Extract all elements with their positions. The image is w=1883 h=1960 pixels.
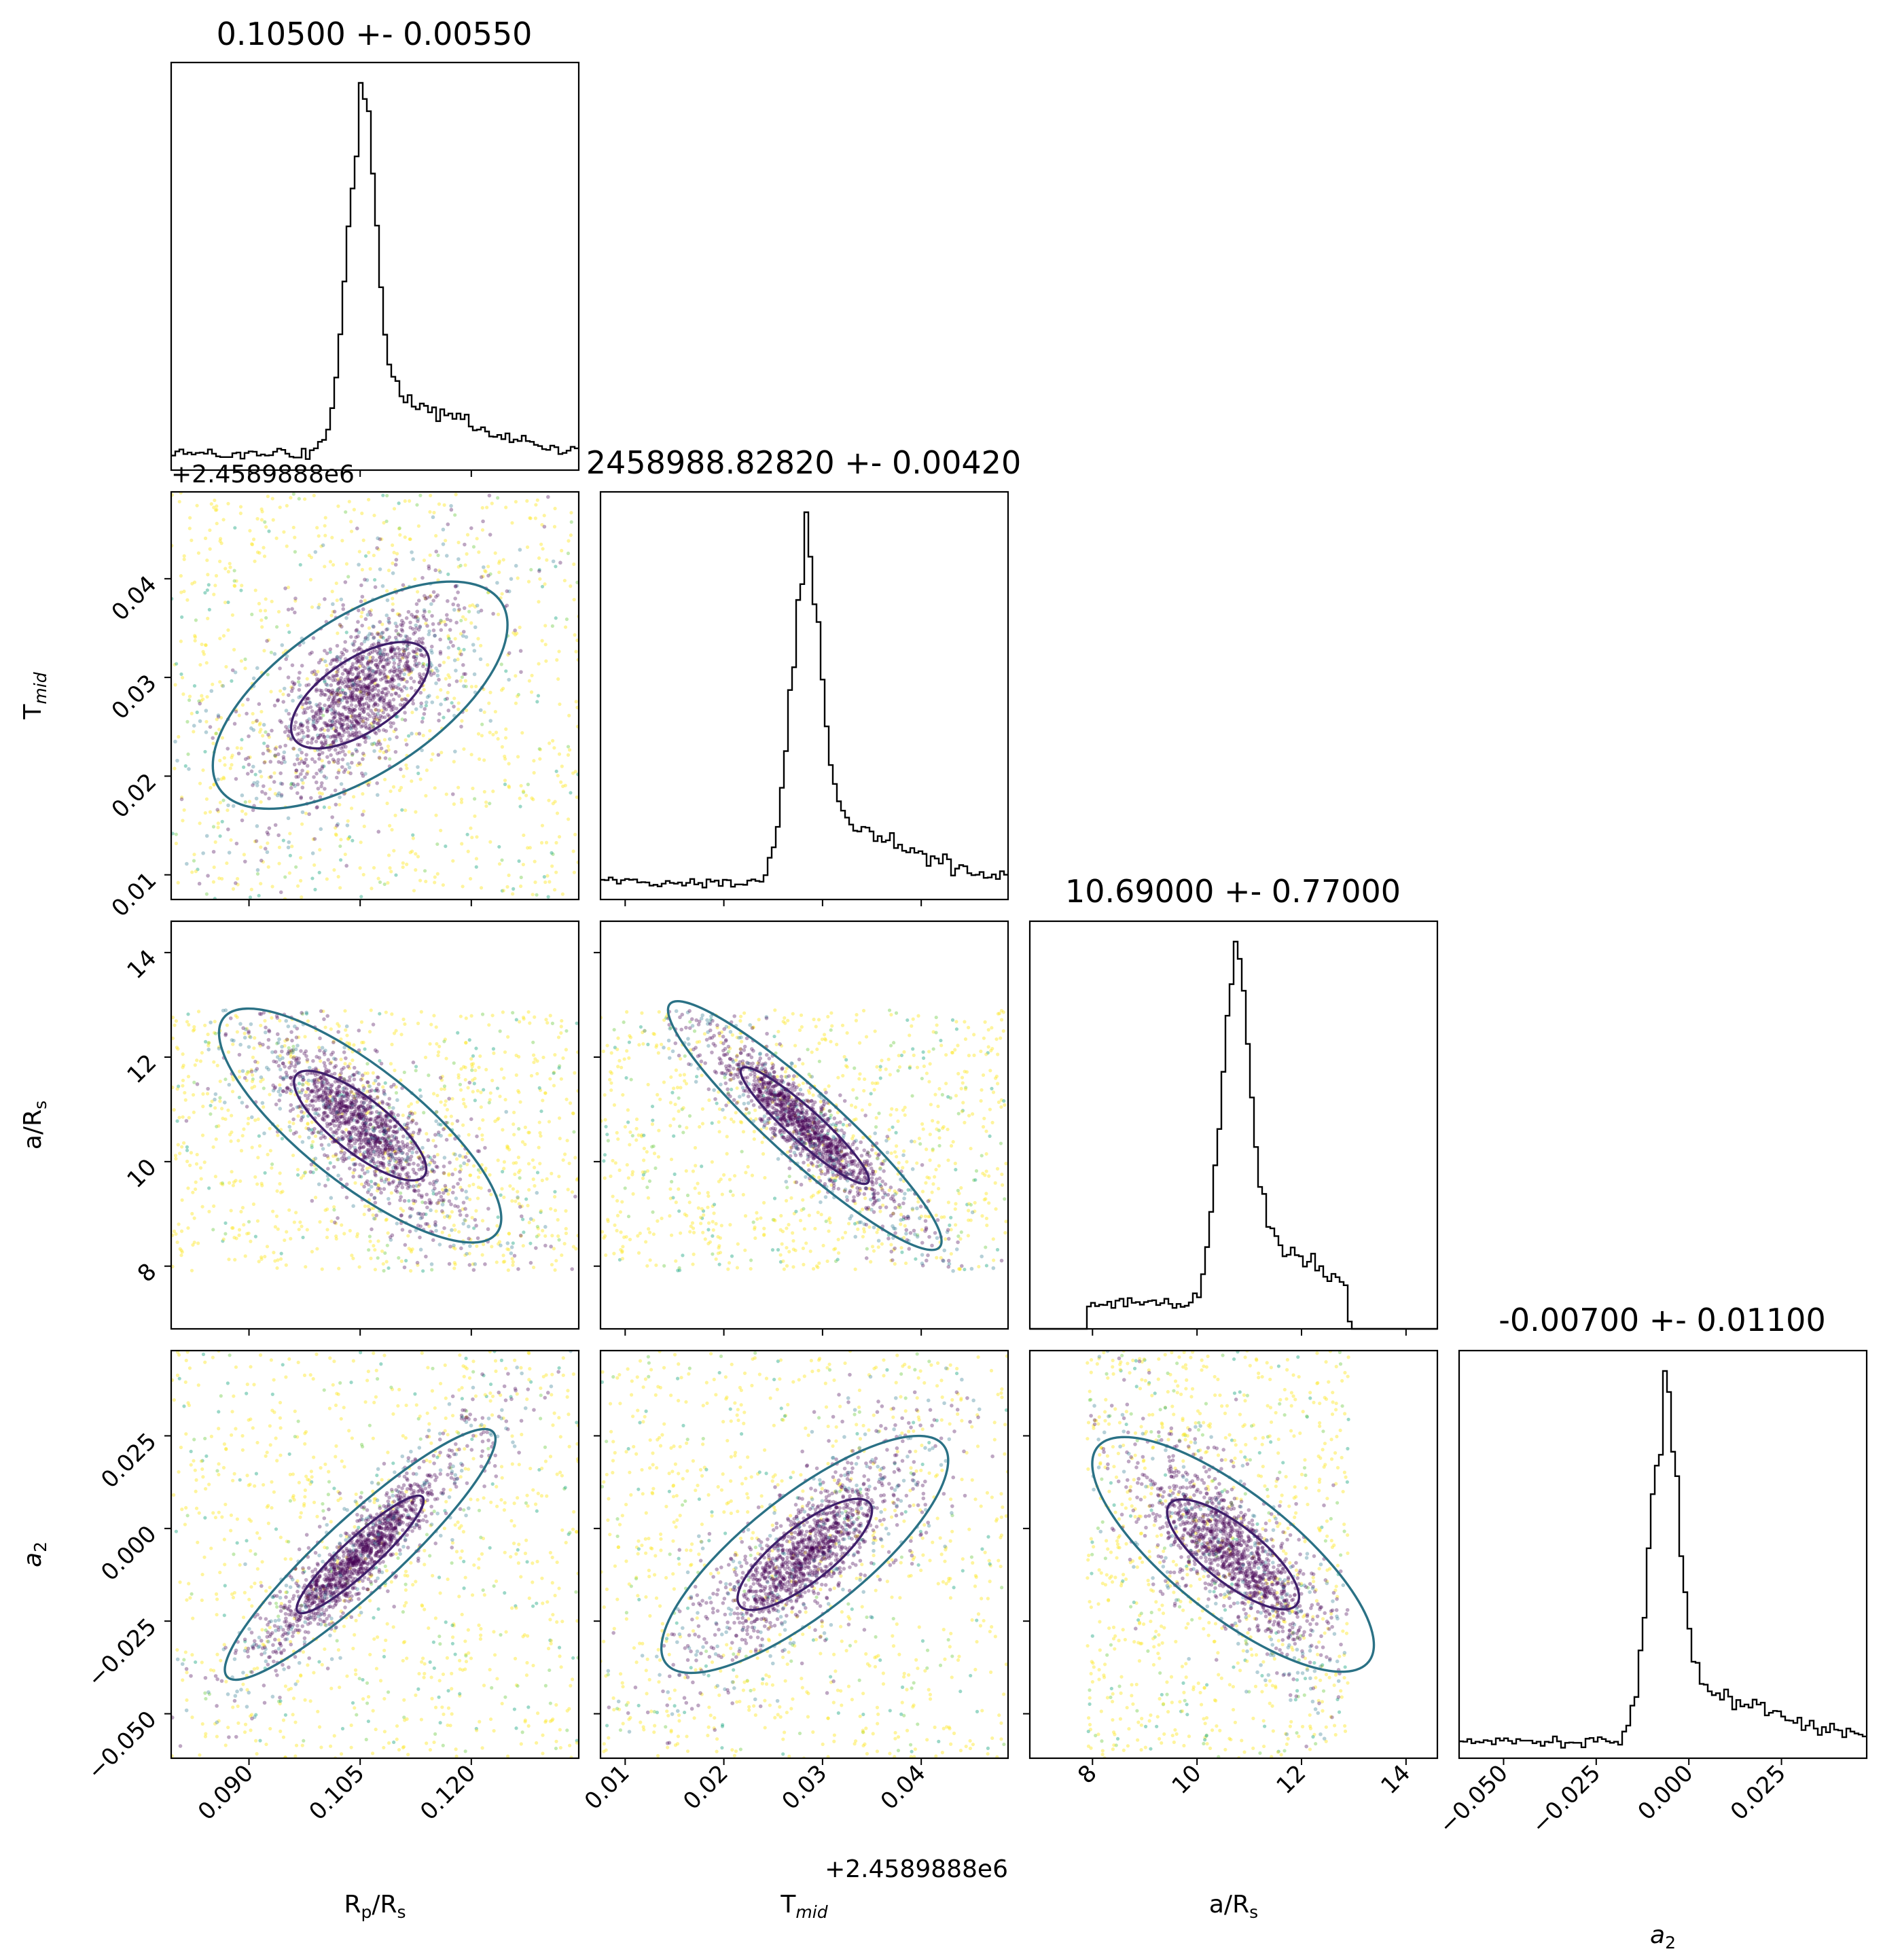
x-tick-label-a2: −0.025 [1526, 1760, 1606, 1839]
title-rprs: 0.10500 +- 0.00550 [217, 16, 533, 52]
title-ars: 10.69000 +- 0.77000 [1065, 873, 1401, 910]
panel-frame-a2-a2 [1458, 1349, 1868, 1760]
scatter-points [600, 1351, 1008, 1758]
y-tick-label-ars: 10 [122, 1154, 162, 1194]
contour-inner [1166, 1498, 1301, 1611]
panel-bg [171, 921, 579, 1329]
y-tick-label-a2: −0.050 [82, 1706, 162, 1785]
panel-bg [171, 492, 579, 899]
x-axis-label-a2: a2 [1650, 1921, 1676, 1953]
panel-bg [171, 1351, 579, 1758]
x-tick-label-a2: 0.000 [1632, 1760, 1698, 1825]
panel-frame-ars-ars [1028, 920, 1439, 1330]
corner-panels [164, 61, 1868, 1765]
x-axis-label-rprs: Rp/Rs [344, 1891, 406, 1922]
scatter-panel-ars-vs-tmid [599, 920, 1009, 1330]
scatter-panel-a2-vs-tmid [599, 1349, 1009, 1760]
panel-bg [600, 921, 1008, 1329]
contour-inner [293, 1069, 428, 1182]
x-tick-label-ars: 10 [1167, 1760, 1207, 1800]
histogram-ars [1028, 920, 1439, 1330]
y-tick-label-tmid: 0.02 [107, 768, 162, 823]
histogram-line-tmid [600, 511, 1008, 889]
x-tick-label-a2: −0.050 [1434, 1760, 1513, 1839]
x-tick-label-tmid: 0.02 [678, 1760, 734, 1815]
x-tick-label-rprs: 0.120 [415, 1760, 481, 1825]
title-tmid: 2458988.82820 +- 0.00420 [586, 444, 1021, 481]
contour-inner [736, 1497, 874, 1611]
contour-middle [217, 1007, 503, 1244]
panel-bg [1030, 1351, 1437, 1758]
offset-text-y-row1: +2.4589888e6 [171, 461, 355, 488]
y-tick-label-ars: 8 [132, 1258, 162, 1288]
contour-middle [660, 1434, 950, 1675]
panel-frame-a2-rprs [170, 1349, 580, 1760]
x-tick-label-ars: 14 [1376, 1760, 1416, 1800]
x-tick-label-ars: 12 [1271, 1760, 1311, 1800]
contour-middle [211, 580, 509, 810]
x-tick-label-tmid: 0.03 [776, 1760, 832, 1815]
histogram-tmid [599, 491, 1009, 901]
panel-frame-a2-ars [1028, 1349, 1439, 1760]
contour-inner [739, 1066, 870, 1186]
panel-frame-tmid-tmid [599, 491, 1009, 901]
panel-frame-ars-tmid [599, 920, 1009, 1330]
histogram-rprs [170, 61, 580, 471]
contour-inner [295, 1494, 425, 1615]
panel-frame-a2-tmid [599, 1349, 1009, 1760]
y-axis-label-ars: a/Rs [19, 1101, 50, 1150]
histogram-a2 [1458, 1349, 1868, 1760]
y-axis-label-tmid: Tmid [19, 672, 50, 719]
scatter-points [171, 492, 579, 899]
contour-middle [666, 999, 943, 1251]
scatter-points [600, 1008, 1008, 1273]
scatter-points [171, 1008, 579, 1273]
contour-middle [1091, 1436, 1376, 1673]
y-tick-label-tmid: 0.03 [107, 669, 162, 725]
scatter-panel-ars-vs-rprs [170, 920, 580, 1330]
x-tick-label-tmid: 0.01 [579, 1760, 635, 1815]
histogram-line-a2 [1459, 1370, 1867, 1749]
y-tick-label-tmid: 0.01 [107, 867, 162, 923]
y-tick-label-tmid: 0.04 [107, 571, 162, 626]
x-axis-label-ars: a/Rs [1209, 1891, 1258, 1922]
scatter-panel-a2-vs-rprs [170, 1349, 580, 1760]
panel-bg [600, 1351, 1008, 1758]
panel-frame-ars-rprs [170, 920, 580, 1330]
x-tick-label-tmid: 0.04 [876, 1760, 931, 1815]
y-tick-label-a2: 0.000 [96, 1520, 162, 1586]
y-axis-label-a2: a2 [19, 1542, 50, 1567]
x-tick-label-ars: 8 [1073, 1760, 1102, 1789]
y-tick-label-ars: 12 [122, 1049, 162, 1089]
histogram-line-rprs [171, 82, 579, 460]
contour-middle [223, 1427, 497, 1681]
histogram-line-ars [1030, 940, 1437, 1330]
y-tick-label-a2: −0.025 [82, 1613, 162, 1692]
title-a2: -0.00700 +- 0.01100 [1499, 1302, 1825, 1338]
panel-frame-tmid-rprs [170, 491, 580, 901]
scatter-panel-a2-vs-ars [1028, 1349, 1439, 1760]
x-tick-label-rprs: 0.105 [304, 1760, 370, 1825]
x-axis-label-tmid: Tmid [780, 1891, 827, 1922]
scatter-panel-tmid-vs-rprs [170, 491, 580, 901]
y-tick-label-a2: 0.025 [96, 1428, 162, 1494]
scatter-points [171, 1351, 579, 1758]
scatter-points [1086, 1351, 1350, 1758]
x-tick-label-rprs: 0.090 [193, 1760, 259, 1825]
y-tick-label-ars: 14 [122, 944, 162, 984]
contour-inner [289, 641, 431, 750]
panel-frame-rprs-rprs [170, 61, 580, 471]
offset-text-x-col1: +2.4589888e6 [825, 1855, 1008, 1883]
x-tick-label-a2: 0.025 [1725, 1760, 1791, 1825]
